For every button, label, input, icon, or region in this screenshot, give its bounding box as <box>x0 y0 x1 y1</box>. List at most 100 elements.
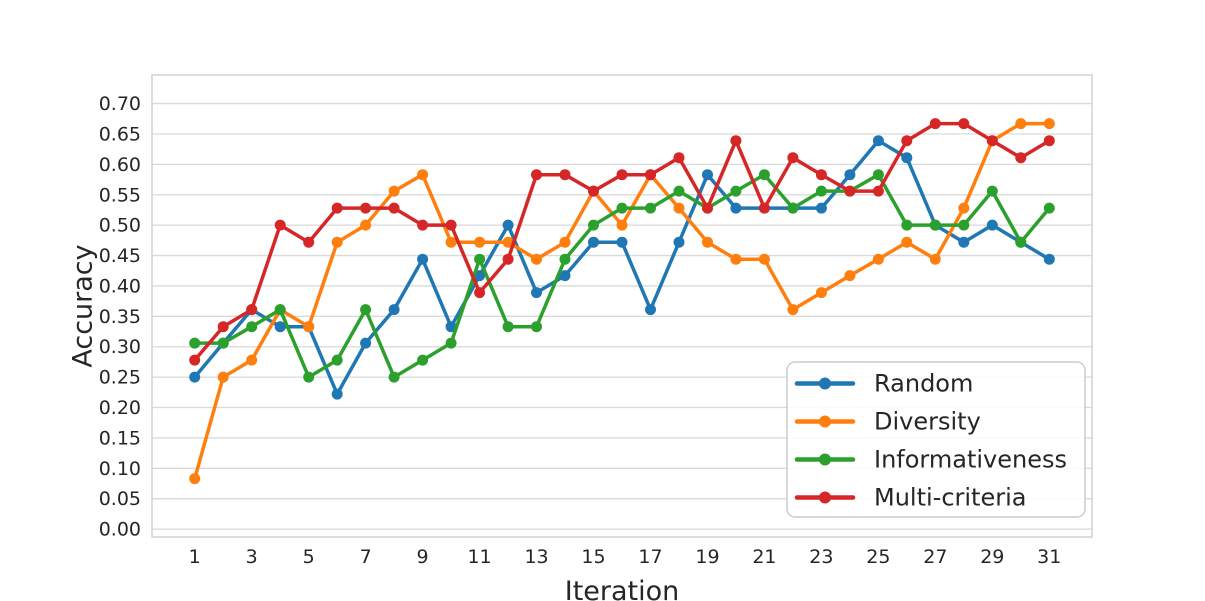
data-point-random <box>645 304 656 316</box>
data-point-multi-criteria <box>246 304 258 316</box>
y-tick-label: 0.05 <box>99 488 141 510</box>
plot-border <box>151 74 1093 538</box>
data-point-multi-criteria <box>474 287 486 299</box>
data-point-informativeness <box>474 253 486 265</box>
data-point-random <box>616 236 628 248</box>
data-point-diversity <box>815 287 827 299</box>
x-tick-label: 31 <box>1037 546 1061 568</box>
legend-marker-diversity <box>819 415 831 428</box>
data-point-multi-criteria <box>531 169 542 181</box>
data-point-informativeness <box>1015 236 1027 248</box>
legend-label-diversity: Diversity <box>874 408 981 436</box>
data-point-informativeness <box>331 354 343 366</box>
data-point-multi-criteria <box>559 169 571 181</box>
data-point-random <box>588 236 599 248</box>
y-tick-label: 0.60 <box>99 154 141 176</box>
data-point-random <box>360 337 372 349</box>
data-point-informativeness <box>189 337 201 349</box>
data-point-informativeness <box>986 185 998 197</box>
x-tick-label: 23 <box>809 546 833 568</box>
data-point-random <box>986 219 998 231</box>
data-point-random <box>417 253 429 265</box>
y-tick-label: 0.55 <box>99 184 141 206</box>
data-point-multi-criteria <box>787 152 799 164</box>
data-point-informativeness <box>502 321 514 333</box>
data-point-diversity <box>217 371 229 383</box>
y-tick-label: 0.50 <box>99 215 141 237</box>
x-tick-label: 7 <box>360 546 372 568</box>
data-point-multi-criteria <box>502 253 514 265</box>
data-point-informativeness <box>673 185 685 197</box>
data-point-multi-criteria <box>958 118 970 130</box>
data-point-random <box>702 169 713 181</box>
data-point-multi-criteria <box>645 169 656 181</box>
y-tick-label: 0.65 <box>99 123 141 145</box>
data-point-random <box>815 202 827 214</box>
data-point-diversity <box>303 321 315 333</box>
data-point-diversity <box>844 270 856 282</box>
data-point-multi-criteria <box>1015 152 1027 164</box>
data-point-random <box>474 270 486 282</box>
y-tick-label: 0.15 <box>99 427 141 449</box>
data-point-multi-criteria <box>616 169 628 181</box>
data-point-multi-criteria <box>901 135 913 147</box>
x-tick-label: 29 <box>980 546 1004 568</box>
data-point-random <box>901 152 913 164</box>
data-point-diversity <box>758 253 770 265</box>
data-point-multi-criteria <box>303 236 315 248</box>
x-tick-label: 13 <box>524 546 548 568</box>
data-point-diversity <box>388 185 400 197</box>
data-point-diversity <box>616 219 628 231</box>
data-point-multi-criteria <box>217 321 229 333</box>
data-point-informativeness <box>217 337 229 349</box>
data-point-diversity <box>474 236 486 248</box>
data-point-informativeness <box>303 371 315 383</box>
data-point-informativeness <box>559 253 571 265</box>
y-tick-label: 0.70 <box>99 93 141 115</box>
data-point-multi-criteria <box>388 202 400 214</box>
data-point-multi-criteria <box>702 202 713 214</box>
data-point-multi-criteria <box>189 354 201 366</box>
data-point-informativeness <box>645 202 656 214</box>
legend-label-multi-criteria: Multi-criteria <box>874 484 1026 512</box>
y-tick-label: 0.30 <box>99 336 141 358</box>
y-tick-label: 0.00 <box>99 519 141 541</box>
data-point-random <box>1043 253 1055 265</box>
data-point-multi-criteria <box>1043 135 1055 147</box>
y-tick-label: 0.40 <box>99 275 141 297</box>
data-point-informativeness <box>246 321 258 333</box>
data-point-random <box>958 236 970 248</box>
legend-marker-random <box>819 377 831 390</box>
x-tick-label: 21 <box>752 546 776 568</box>
data-point-diversity <box>787 304 799 316</box>
data-point-random <box>388 304 400 316</box>
legend-box <box>786 361 1086 518</box>
data-point-diversity <box>702 236 713 248</box>
data-point-multi-criteria <box>588 185 599 197</box>
data-point-diversity <box>901 236 913 248</box>
data-point-random <box>844 169 856 181</box>
data-point-informativeness <box>360 304 372 316</box>
data-point-diversity <box>445 236 457 248</box>
data-point-informativeness <box>616 202 628 214</box>
data-point-informativeness <box>929 219 941 231</box>
data-point-diversity <box>417 169 429 181</box>
data-point-informativeness <box>815 185 827 197</box>
data-point-multi-criteria <box>331 202 343 214</box>
y-tick-label: 0.45 <box>99 245 141 267</box>
data-point-informativeness <box>445 337 457 349</box>
data-point-informativeness <box>417 354 429 366</box>
data-point-multi-criteria <box>986 135 998 147</box>
data-point-informativeness <box>958 219 970 231</box>
y-tick-label: 0.35 <box>99 306 141 328</box>
data-point-informativeness <box>787 202 799 214</box>
data-point-diversity <box>189 473 201 485</box>
x-tick-label: 1 <box>189 546 201 568</box>
data-point-random <box>673 236 685 248</box>
data-point-multi-criteria <box>360 202 372 214</box>
data-point-diversity <box>531 253 542 265</box>
legend-marker-informativeness <box>819 453 831 466</box>
x-tick-label: 5 <box>303 546 315 568</box>
data-point-diversity <box>360 219 372 231</box>
data-point-random <box>531 287 542 299</box>
